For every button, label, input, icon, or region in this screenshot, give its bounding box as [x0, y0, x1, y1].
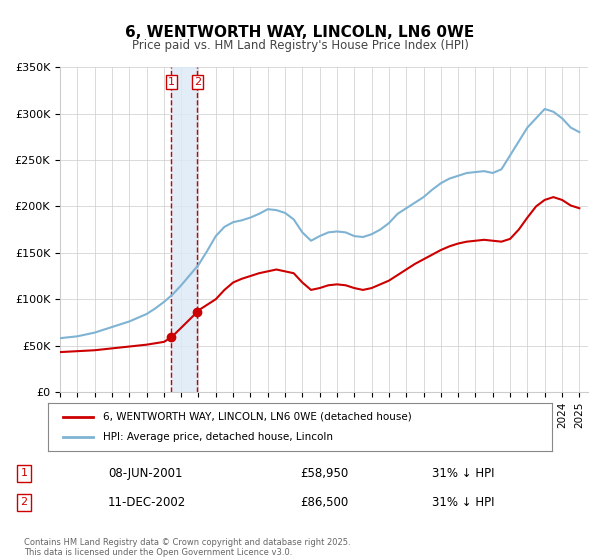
Bar: [172, 67, 197, 392]
Text: 1: 1: [168, 77, 175, 87]
Text: Price paid vs. HM Land Registry's House Price Index (HPI): Price paid vs. HM Land Registry's House …: [131, 39, 469, 52]
Text: 6, WENTWORTH WAY, LINCOLN, LN6 0WE (detached house): 6, WENTWORTH WAY, LINCOLN, LN6 0WE (deta…: [103, 412, 412, 422]
Text: 6, WENTWORTH WAY, LINCOLN, LN6 0WE: 6, WENTWORTH WAY, LINCOLN, LN6 0WE: [125, 25, 475, 40]
Text: 2: 2: [194, 77, 201, 87]
Text: 31% ↓ HPI: 31% ↓ HPI: [432, 496, 494, 509]
Text: Contains HM Land Registry data © Crown copyright and database right 2025.
This d: Contains HM Land Registry data © Crown c…: [24, 538, 350, 557]
Text: 1: 1: [20, 468, 28, 478]
Text: £86,500: £86,500: [300, 496, 348, 509]
Text: 2: 2: [20, 497, 28, 507]
Text: 08-JUN-2001: 08-JUN-2001: [108, 467, 182, 480]
Text: 11-DEC-2002: 11-DEC-2002: [108, 496, 186, 509]
Text: 31% ↓ HPI: 31% ↓ HPI: [432, 467, 494, 480]
Text: HPI: Average price, detached house, Lincoln: HPI: Average price, detached house, Linc…: [103, 432, 334, 442]
Text: £58,950: £58,950: [300, 467, 348, 480]
